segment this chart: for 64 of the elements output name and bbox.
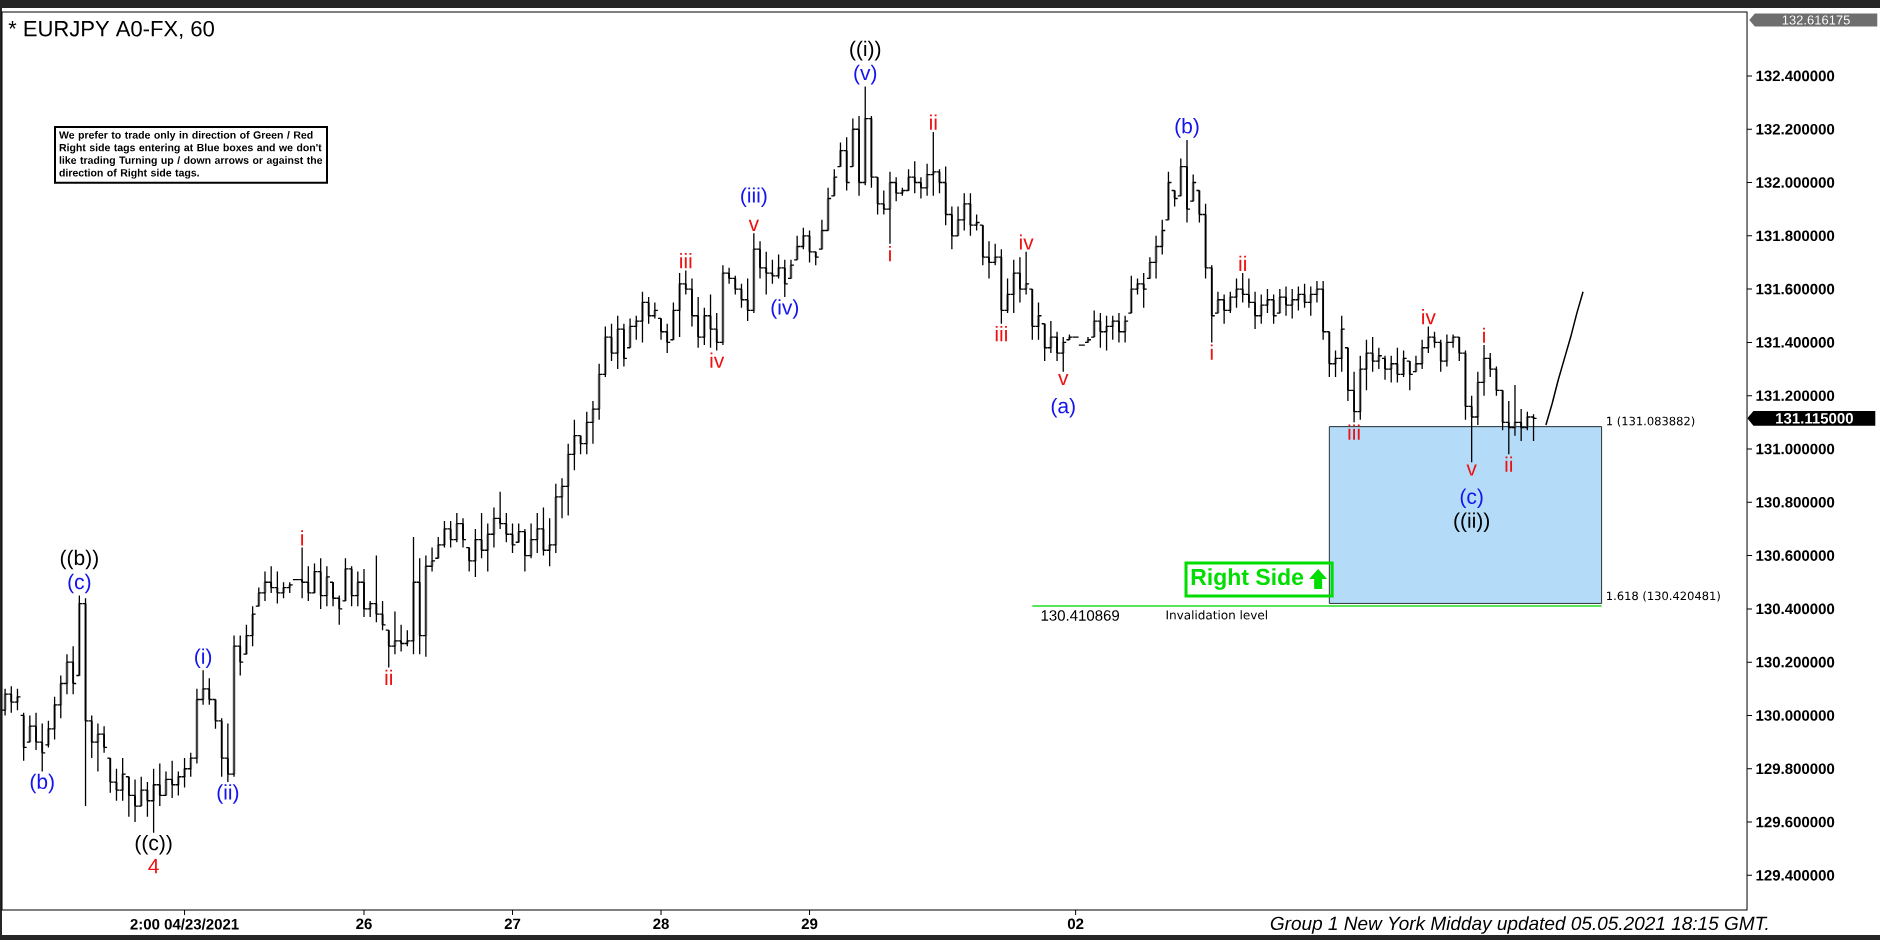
- y-tick-label: 130.800000: [1756, 496, 1835, 508]
- annotation: 1.618 (130.420481): [1607, 591, 1720, 602]
- annotation: ((ii)): [1454, 512, 1489, 533]
- y-tick-label: 129.800000: [1756, 763, 1835, 775]
- annotation: We prefer to trade only in direction of Green / Red Right side tags entering at Blue boxes and we don't like trading Turning up / down arrows or against the direction of Right side tags.: [59, 130, 323, 179]
- annotation: ((c)): [135, 834, 172, 855]
- y-tick-label: 130.200000: [1756, 656, 1835, 668]
- annotation: v: [1058, 373, 1069, 386]
- annotation: iii: [995, 325, 1007, 342]
- annotation: iv: [1422, 309, 1436, 325]
- annotation: (b): [30, 773, 54, 794]
- annotation: ii: [1239, 255, 1246, 271]
- annotation: Invalidation level: [1166, 610, 1267, 620]
- annotation: (c): [1460, 488, 1483, 509]
- annotation: (c): [68, 573, 91, 594]
- annotation: (iv): [771, 299, 799, 319]
- y-tick-label: 130.000000: [1756, 710, 1835, 721]
- y-tick-label: 132.400000: [1756, 70, 1835, 82]
- annotation: ii: [1505, 456, 1513, 472]
- x-tick-label: 2:00 04/23/2021: [130, 918, 239, 930]
- annotation: (v): [854, 64, 877, 85]
- text: 131.115000: [1776, 413, 1853, 424]
- x-tick-label: 26: [356, 918, 372, 930]
- annotation: ((i)): [850, 40, 881, 61]
- annotation: i: [1483, 327, 1485, 343]
- annotation: ii: [385, 669, 392, 685]
- annotation: ii: [930, 114, 937, 130]
- y-tick-label: 130.600000: [1756, 550, 1835, 561]
- y-tick-label: 131.600000: [1756, 283, 1835, 295]
- annotation: i: [301, 530, 304, 546]
- chart-title: * EURJPY A0-FX, 60: [8, 20, 214, 40]
- y-tick-label: 130.400000: [1756, 603, 1835, 615]
- y-tick-label: 132.000000: [1756, 177, 1835, 188]
- annotation: 130.410869: [1041, 610, 1120, 621]
- annotation: (i): [195, 648, 212, 668]
- x-tick-label: 29: [801, 918, 818, 930]
- annotation: (iii): [741, 187, 767, 207]
- annotation: iv: [1019, 234, 1034, 250]
- annotation: (ii): [217, 784, 239, 804]
- annotation: iv: [710, 352, 725, 368]
- y-tick-label: 131.000000: [1756, 443, 1835, 455]
- y-tick-label: 132.200000: [1756, 123, 1835, 135]
- annotation: 1 (131.083882): [1607, 416, 1695, 427]
- annotation: i: [889, 246, 891, 262]
- annotation: iii: [1348, 424, 1360, 440]
- annotation: iii: [680, 253, 692, 269]
- annotation: v: [748, 219, 760, 231]
- y-tick-label: 131.400000: [1756, 337, 1835, 348]
- annotation: (b): [1175, 118, 1199, 138]
- x-tick-label: 02: [1067, 918, 1084, 930]
- y-tick-label: 129.400000: [1756, 870, 1835, 881]
- annotation: ((b)): [60, 549, 98, 570]
- text: 132.616175: [1782, 15, 1850, 25]
- y-tick-label: 129.600000: [1756, 816, 1835, 828]
- y-tick-label: 131.800000: [1756, 230, 1835, 242]
- annotation: i: [1210, 344, 1213, 360]
- y-tick-label: 131.200000: [1756, 390, 1835, 402]
- x-tick-label: 28: [653, 918, 669, 930]
- annotation: v: [1466, 464, 1477, 476]
- annotation: (a): [1051, 397, 1075, 418]
- annotation: 4: [148, 858, 159, 874]
- annotation: Right Side: [1191, 568, 1304, 590]
- x-tick-label: 27: [504, 918, 521, 929]
- text: Group 1 New York Midday updated 05.05.2021 18:15 GMT.: [1270, 916, 1768, 934]
